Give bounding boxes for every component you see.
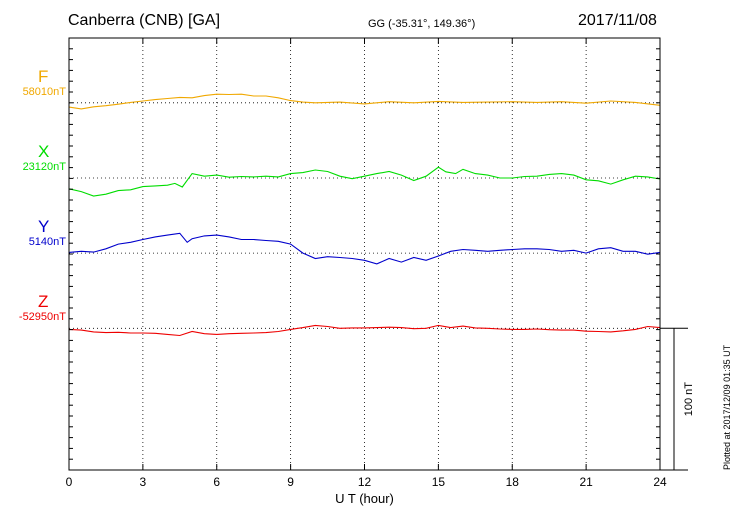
chart-date: 2017/11/08	[578, 12, 657, 29]
baseline-value-f: 58010nT	[22, 85, 66, 98]
x-tick-label: 24	[653, 475, 667, 489]
baseline-value-y: 5140nT	[28, 236, 66, 249]
series-line-x	[68, 166, 661, 197]
chart-title: Canberra (CNB) [GA]	[68, 12, 221, 29]
baseline-value-x: 23120nT	[22, 160, 66, 173]
series-line-f	[68, 93, 661, 110]
series-line-z	[68, 324, 661, 337]
x-tick-label: 6	[213, 475, 220, 489]
baseline-value-z: -52950nT	[18, 311, 66, 324]
x-tick-label: 0	[66, 475, 73, 489]
component-label-y: Y	[38, 217, 50, 237]
chart-grid	[69, 38, 660, 470]
x-tick-label: 9	[287, 475, 294, 489]
scale-bar: 100 nT	[660, 327, 695, 471]
scale-bar-label: 100 nT	[683, 382, 695, 417]
x-tick-label: 21	[579, 475, 593, 489]
series-line-y	[68, 232, 661, 265]
plot-frame	[68, 37, 661, 471]
x-axis-label: U T (hour)	[335, 491, 394, 506]
station-coordinates: GG (-35.31°, 149.36°)	[368, 18, 476, 30]
x-tick-label: 18	[506, 475, 520, 489]
x-tick-label: 3	[140, 475, 147, 489]
component-label-f: F	[38, 66, 49, 86]
x-tick-label: 12	[358, 475, 372, 489]
x-tick-label: 15	[432, 475, 446, 489]
component-label-z: Z	[38, 292, 49, 312]
chart-ticks: 0 3 6 9 12 15 18 21 24	[66, 37, 667, 489]
component-label-x: X	[38, 141, 50, 161]
chart-series	[68, 93, 661, 337]
